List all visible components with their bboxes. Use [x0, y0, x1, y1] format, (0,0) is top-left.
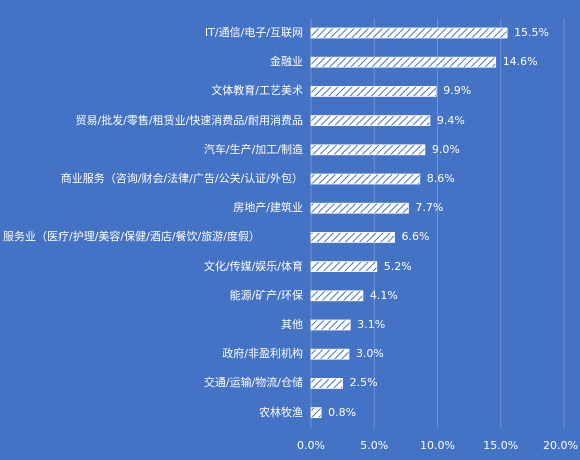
category-label: 政府/非盈利机构 — [222, 347, 303, 361]
category-label: 交通/运输/物流/仓储 — [203, 376, 303, 390]
bar — [310, 261, 378, 273]
category-label: 文体教育/工艺美术 — [211, 84, 303, 98]
data-label: 4.1% — [369, 288, 398, 302]
data-label: 14.6% — [502, 55, 538, 69]
category-label: 其他 — [281, 318, 303, 331]
bar — [310, 56, 497, 68]
x-tick-label: 5.0% — [360, 439, 389, 452]
bar — [310, 348, 350, 360]
bar — [310, 407, 322, 419]
category-label: 能源/矿产/环保 — [229, 288, 303, 302]
bar — [310, 144, 426, 156]
bar — [310, 173, 421, 185]
category-label: 服务业（医疗/护理/美容/保健/酒店/餐饮/旅游/度假） — [3, 230, 260, 244]
bar — [310, 290, 364, 302]
data-label: 7.7% — [415, 201, 444, 215]
data-label: 15.5% — [514, 26, 550, 39]
x-tick-label: 0.0% — [297, 439, 325, 452]
category-label: 农林牧渔 — [259, 405, 303, 419]
category-label: 贸易/批发/零售/租赁业/快速消费品/耐用消费品 — [75, 113, 303, 127]
data-label: 0.8% — [328, 405, 357, 419]
x-tick-label: 15.0% — [483, 439, 519, 452]
x-tick-label: 20.0% — [543, 439, 578, 452]
x-tick-label: 10.0% — [420, 439, 455, 452]
bar — [310, 115, 431, 126]
category-label: 汽车/生产/加工/制造 — [203, 142, 303, 156]
bar — [310, 319, 351, 331]
category-label: 文化/传媒/娱乐/体育 — [203, 259, 303, 273]
category-label: 房地产/建筑业 — [233, 201, 303, 215]
bar — [310, 86, 437, 97]
bar — [310, 27, 508, 39]
bar — [310, 202, 409, 214]
category-label: 金融业 — [270, 55, 303, 69]
data-label: 9.9% — [443, 84, 472, 98]
data-label: 6.6% — [401, 230, 430, 244]
bar — [310, 377, 344, 389]
data-label: 3.1% — [357, 318, 386, 331]
category-label: 商业服务（咨询/财会/法律/广告/公关/认证/外包） — [60, 172, 303, 185]
data-label: 9.0% — [431, 142, 460, 156]
data-label: 2.5% — [349, 376, 378, 390]
data-label: 8.6% — [426, 172, 455, 185]
category-label: IT/通信/电子/互联网 — [204, 26, 303, 39]
data-label: 5.2% — [383, 259, 412, 273]
bar — [310, 231, 395, 243]
data-label: 9.4% — [436, 113, 465, 127]
data-label: 3.0% — [355, 347, 384, 361]
